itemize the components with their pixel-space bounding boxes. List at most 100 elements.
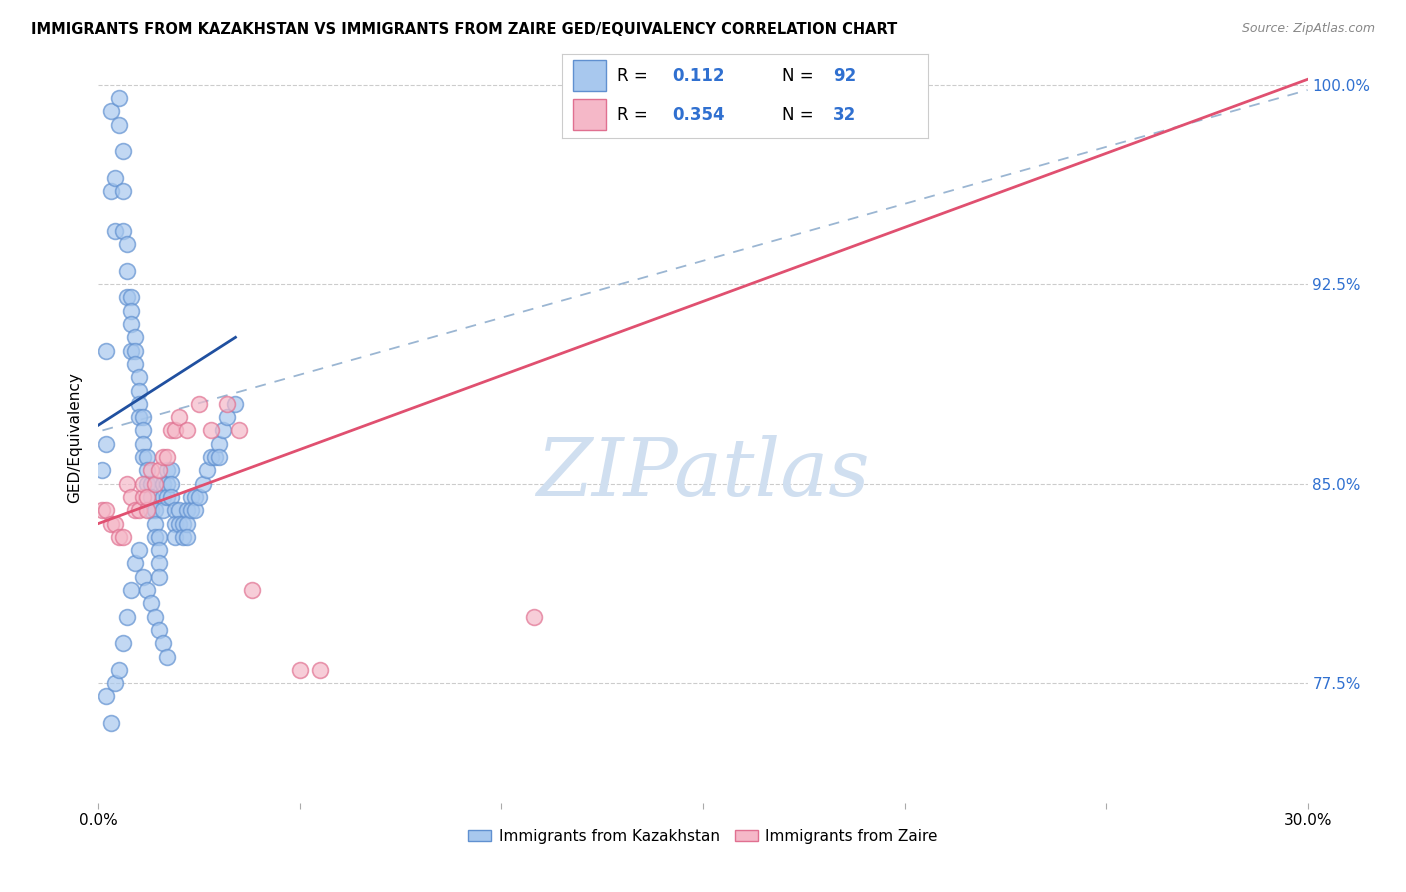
Text: R =: R =	[617, 67, 648, 85]
Point	[176, 503, 198, 517]
Point	[139, 463, 162, 477]
Point	[132, 490, 155, 504]
Point	[128, 503, 150, 517]
Point	[224, 397, 246, 411]
Point	[172, 516, 194, 531]
Point	[115, 609, 138, 624]
Point	[135, 582, 157, 597]
Point	[148, 543, 170, 558]
Point	[91, 463, 114, 477]
Point	[115, 237, 138, 252]
Point	[96, 436, 118, 450]
Point	[240, 582, 263, 597]
Point	[111, 144, 134, 158]
Point	[128, 543, 150, 558]
Point	[120, 490, 142, 504]
Point	[208, 436, 231, 450]
FancyBboxPatch shape	[574, 61, 606, 91]
Point	[128, 384, 150, 398]
Point	[156, 476, 179, 491]
Text: 32: 32	[832, 105, 856, 123]
Text: N =: N =	[782, 67, 813, 85]
Point	[160, 476, 183, 491]
Point	[120, 303, 142, 318]
Point	[107, 663, 129, 677]
Point	[152, 476, 174, 491]
Point	[188, 397, 211, 411]
Point	[132, 476, 155, 491]
Point	[135, 450, 157, 464]
Point	[115, 264, 138, 278]
Point	[128, 397, 150, 411]
Point	[111, 224, 134, 238]
Point	[135, 463, 157, 477]
Point	[523, 609, 546, 624]
Point	[176, 516, 198, 531]
Point	[103, 676, 125, 690]
Point	[156, 490, 179, 504]
Point	[184, 490, 207, 504]
Point	[156, 463, 179, 477]
Point	[176, 530, 198, 544]
Y-axis label: GED/Equivalency: GED/Equivalency	[67, 372, 83, 502]
Point	[152, 490, 174, 504]
Point	[184, 503, 207, 517]
Point	[156, 450, 179, 464]
Point	[156, 649, 179, 664]
Point	[163, 516, 186, 531]
Point	[124, 330, 146, 344]
Point	[148, 463, 170, 477]
Point	[172, 530, 194, 544]
Point	[111, 636, 134, 650]
Point	[188, 490, 211, 504]
Point	[124, 503, 146, 517]
Point	[139, 596, 162, 610]
Point	[120, 290, 142, 304]
Text: 92: 92	[832, 67, 856, 85]
Point	[132, 424, 155, 438]
Point	[103, 224, 125, 238]
Text: R =: R =	[617, 105, 648, 123]
Point	[160, 463, 183, 477]
Point	[100, 716, 122, 731]
Point	[143, 503, 166, 517]
Point	[107, 91, 129, 105]
Point	[111, 530, 134, 544]
Point	[103, 516, 125, 531]
Point	[309, 663, 332, 677]
Point	[120, 317, 142, 331]
Point	[148, 557, 170, 571]
Point	[132, 410, 155, 425]
Point	[132, 570, 155, 584]
Point	[115, 290, 138, 304]
Point	[111, 184, 134, 198]
FancyBboxPatch shape	[574, 99, 606, 130]
Point	[152, 636, 174, 650]
Point	[288, 663, 311, 677]
Point	[120, 582, 142, 597]
Point	[148, 530, 170, 544]
Point	[135, 503, 157, 517]
Point	[96, 343, 118, 358]
Point	[100, 516, 122, 531]
Text: 0.354: 0.354	[672, 105, 724, 123]
Point	[167, 516, 190, 531]
Point	[163, 530, 186, 544]
Point	[124, 557, 146, 571]
Point	[115, 476, 138, 491]
Text: 0.112: 0.112	[672, 67, 724, 85]
Point	[120, 343, 142, 358]
Point	[148, 570, 170, 584]
Point	[132, 450, 155, 464]
Point	[128, 370, 150, 384]
Point	[132, 436, 155, 450]
Point	[103, 170, 125, 185]
Point	[228, 424, 250, 438]
Point	[128, 410, 150, 425]
Point	[96, 503, 118, 517]
Point	[124, 343, 146, 358]
Legend: Immigrants from Kazakhstan, Immigrants from Zaire: Immigrants from Kazakhstan, Immigrants f…	[463, 822, 943, 850]
Point	[100, 104, 122, 119]
Text: IMMIGRANTS FROM KAZAKHSTAN VS IMMIGRANTS FROM ZAIRE GED/EQUIVALENCY CORRELATION : IMMIGRANTS FROM KAZAKHSTAN VS IMMIGRANTS…	[31, 22, 897, 37]
Text: Source: ZipAtlas.com: Source: ZipAtlas.com	[1241, 22, 1375, 36]
